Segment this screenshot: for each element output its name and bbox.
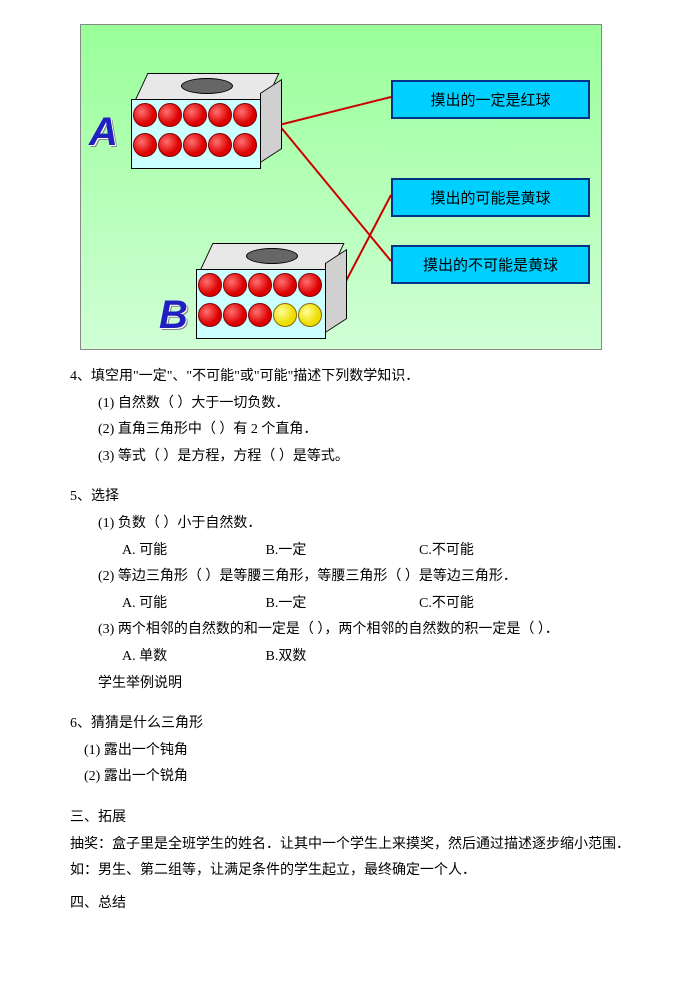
q5-3-line: (3) 两个相邻的自然数的和一定是（ ），两个相邻的自然数的积一定是（ ）．	[98, 617, 635, 644]
sec4-title: 四、总结	[70, 891, 635, 918]
q5-2-opts: A. 可能 B.一定 C.不可能	[122, 591, 635, 618]
red-ball	[198, 303, 222, 327]
box-a-row-2	[133, 133, 258, 157]
yellow-ball	[273, 303, 297, 327]
caption-2: 摸出的可能是黄球	[391, 178, 590, 217]
q5-2-line: (2) 等边三角形（ ）是等腰三角形，等腰三角形（ ）是等边三角形．	[98, 564, 635, 591]
q5-1-opt-c: C.不可能	[419, 538, 474, 565]
q6-item-2: (2) 露出一个锐角	[84, 764, 635, 791]
red-ball	[198, 273, 222, 297]
q4-item-2: (2) 直角三角形中（ ）有 2 个直角．	[98, 417, 635, 444]
probability-diagram: A B 摸出的一定是红球 摸出的可能是黄球 摸出的不可能是黄球	[80, 24, 602, 350]
red-ball	[248, 303, 272, 327]
red-ball	[208, 103, 232, 127]
q4-item-3: (3) 等式（ ）是方程，方程（ ）是等式。	[98, 444, 635, 471]
red-ball	[298, 273, 322, 297]
red-ball	[133, 133, 157, 157]
red-ball	[158, 103, 182, 127]
red-ball	[273, 273, 297, 297]
box-a-label: A	[89, 110, 118, 155]
red-ball	[248, 273, 272, 297]
caption-3: 摸出的不可能是黄球	[391, 245, 590, 284]
red-ball	[183, 103, 207, 127]
red-ball	[233, 103, 257, 127]
q5-1-opt-b: B.一定	[266, 538, 416, 565]
sec3-line1: 抽奖：盒子里是全班学生的姓名．让其中一个学生上来摸奖，然后通过描述逐步缩小范围．	[70, 832, 635, 859]
box-b-label: B	[159, 293, 188, 338]
box-b-row-1	[198, 273, 323, 297]
q5-1-line: (1) 负数（ ）小于自然数．	[98, 511, 635, 538]
document-body: 4、填空用"一定"、"不可能"或"可能"描述下列数学知识． (1) 自然数（ ）…	[70, 364, 635, 917]
q4-item-1: (1) 自然数（ ）大于一切负数．	[98, 391, 635, 418]
red-ball	[183, 133, 207, 157]
box-a	[131, 73, 281, 178]
q5-tail: 学生举例说明	[98, 671, 635, 698]
red-ball	[158, 133, 182, 157]
q5-3-opts: A. 单数 B.双数	[122, 644, 635, 671]
q6-title: 6、猜猜是什么三角形	[70, 711, 635, 738]
q5-2-opt-c: C.不可能	[419, 591, 474, 618]
box-b-row-2	[198, 303, 323, 327]
q5-1-opts: A. 可能 B.一定 C.不可能	[122, 538, 635, 565]
red-ball	[223, 303, 247, 327]
box-b	[196, 243, 346, 348]
red-ball	[223, 273, 247, 297]
box-a-row-1	[133, 103, 258, 127]
q5-3-opt-b: B.双数	[266, 644, 416, 671]
q5-1-opt-a: A. 可能	[122, 538, 262, 565]
red-ball	[208, 133, 232, 157]
caption-1: 摸出的一定是红球	[391, 80, 590, 119]
q5-2-opt-b: B.一定	[266, 591, 416, 618]
q5-title: 5、选择	[70, 484, 635, 511]
red-ball	[233, 133, 257, 157]
sec3-title: 三、拓展	[70, 805, 635, 832]
q6-item-1: (1) 露出一个钝角	[84, 738, 635, 765]
red-ball	[133, 103, 157, 127]
yellow-ball	[298, 303, 322, 327]
q4-title: 4、填空用"一定"、"不可能"或"可能"描述下列数学知识．	[70, 364, 635, 391]
sec3-line2: 如：男生、第二组等，让满足条件的学生起立，最终确定一个人．	[70, 858, 635, 885]
q5-3-opt-a: A. 单数	[122, 644, 262, 671]
q5-2-opt-a: A. 可能	[122, 591, 262, 618]
